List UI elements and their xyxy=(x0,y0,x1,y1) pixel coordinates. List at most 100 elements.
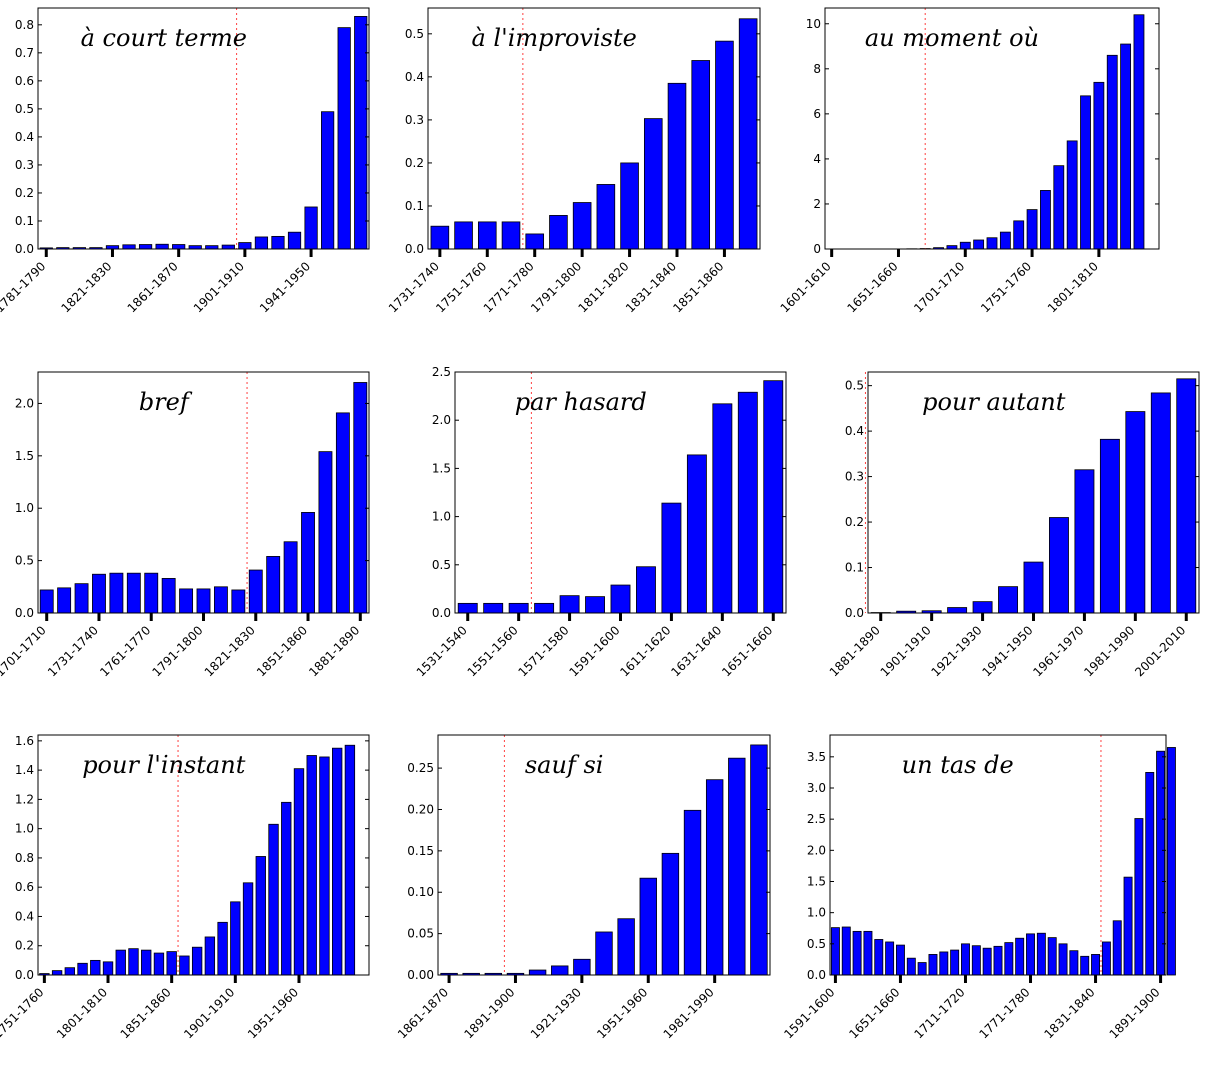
y-tick-label: 0.4 xyxy=(405,70,424,84)
bar xyxy=(354,382,367,613)
bar xyxy=(1124,877,1132,975)
bar xyxy=(1157,751,1165,975)
bar xyxy=(1054,166,1064,249)
y-tick-label: 1.4 xyxy=(15,763,34,777)
y-tick-label: 0.25 xyxy=(407,761,434,775)
bar xyxy=(974,240,984,249)
bar xyxy=(156,244,168,249)
bar xyxy=(662,503,681,613)
x-tick-label: 1941-1950 xyxy=(257,259,313,315)
x-tick-label: 1601-1610 xyxy=(778,259,834,315)
x-tick-label: 1851-1860 xyxy=(254,623,310,679)
bar xyxy=(197,589,210,613)
x-tick-label: 1751-1760 xyxy=(978,259,1034,315)
y-tick-label: 1.5 xyxy=(432,461,451,475)
bar xyxy=(842,927,850,975)
x-tick-label: 1861-1870 xyxy=(125,259,181,315)
bar xyxy=(983,948,991,975)
x-tick-label: 1901-1910 xyxy=(191,259,247,315)
x-tick-label: 1651-1660 xyxy=(846,985,902,1041)
bar xyxy=(294,769,304,975)
y-tick-label: 0.7 xyxy=(15,46,34,60)
bar xyxy=(738,392,757,613)
bar xyxy=(288,232,300,249)
bar xyxy=(484,603,503,613)
bar xyxy=(206,246,218,249)
bar xyxy=(281,802,291,975)
chart-title: pour autant xyxy=(922,388,1066,416)
bar xyxy=(91,960,101,975)
y-tick-label: 0.1 xyxy=(845,561,864,575)
bar xyxy=(896,945,904,975)
bar xyxy=(431,226,449,249)
x-tick-label: 1941-1950 xyxy=(979,623,1035,679)
y-tick-label: 2.0 xyxy=(432,413,451,427)
y-tick-label: 1.0 xyxy=(15,501,34,515)
bar xyxy=(1146,772,1154,975)
bar xyxy=(972,946,980,975)
bar xyxy=(1027,210,1037,249)
x-tick-label: 1591-1600 xyxy=(781,985,837,1041)
chart-panel: 0.00.10.20.30.40.51881-18901901-19101921… xyxy=(827,372,1199,679)
y-tick-label: 10 xyxy=(806,17,821,31)
y-tick-label: 0.0 xyxy=(807,968,826,982)
bar xyxy=(573,203,591,249)
bar xyxy=(272,236,284,249)
x-tick-label: 1651-1660 xyxy=(844,259,900,315)
bar xyxy=(307,755,317,975)
bar xyxy=(706,780,723,975)
chart-panel: 0.00.10.20.30.40.51731-17401751-17601771… xyxy=(386,8,760,315)
bar xyxy=(1049,518,1068,613)
bar xyxy=(116,950,126,975)
bar xyxy=(560,596,579,613)
bar xyxy=(320,757,330,975)
x-tick-label: 1951-1960 xyxy=(594,985,650,1041)
x-tick-label: 1801-1810 xyxy=(1045,259,1101,315)
bar xyxy=(960,242,970,249)
bar xyxy=(729,758,746,975)
bar xyxy=(1121,44,1131,249)
chart-title: bref xyxy=(139,388,193,416)
x-tick-label: 1921-1930 xyxy=(929,623,985,679)
bar xyxy=(243,883,253,975)
bar xyxy=(1059,944,1067,975)
bar xyxy=(948,608,967,613)
bar xyxy=(864,931,872,975)
bar xyxy=(1081,96,1091,249)
y-tick-label: 0.4 xyxy=(15,909,34,923)
y-tick-label: 8 xyxy=(813,62,821,76)
x-tick-label: 1711-1720 xyxy=(911,985,967,1041)
bar xyxy=(713,404,732,613)
y-tick-label: 0.3 xyxy=(845,470,864,484)
y-tick-label: 1.6 xyxy=(15,734,34,748)
y-tick-label: 3.5 xyxy=(807,750,826,764)
y-tick-label: 0.0 xyxy=(405,242,424,256)
x-tick-label: 1981-1990 xyxy=(661,985,717,1041)
bar xyxy=(1135,819,1143,975)
x-tick-label: 1821-1830 xyxy=(58,259,114,315)
y-tick-label: 3.0 xyxy=(807,781,826,795)
x-tick-label: 1551-1560 xyxy=(465,623,521,679)
bar xyxy=(1037,933,1045,975)
chart-title: un tas de xyxy=(902,751,1014,779)
bar xyxy=(214,587,227,613)
bar xyxy=(509,603,528,613)
bar xyxy=(455,222,473,249)
x-tick-label: 1831-1840 xyxy=(1042,985,1098,1041)
x-tick-label: 2001-2010 xyxy=(1132,623,1188,679)
bar xyxy=(618,919,635,975)
bar xyxy=(502,222,520,249)
y-tick-label: 0.4 xyxy=(15,130,34,144)
y-tick-label: 1.0 xyxy=(432,510,451,524)
bar xyxy=(332,748,342,975)
x-tick-label: 1901-1910 xyxy=(181,985,237,1041)
bar xyxy=(929,954,937,975)
bar xyxy=(123,245,135,249)
y-tick-label: 1.0 xyxy=(15,822,34,836)
x-tick-label: 1951-1960 xyxy=(245,985,301,1041)
bar xyxy=(336,413,349,613)
x-tick-label: 1961-1970 xyxy=(1030,623,1086,679)
y-tick-label: 0.5 xyxy=(15,102,34,116)
